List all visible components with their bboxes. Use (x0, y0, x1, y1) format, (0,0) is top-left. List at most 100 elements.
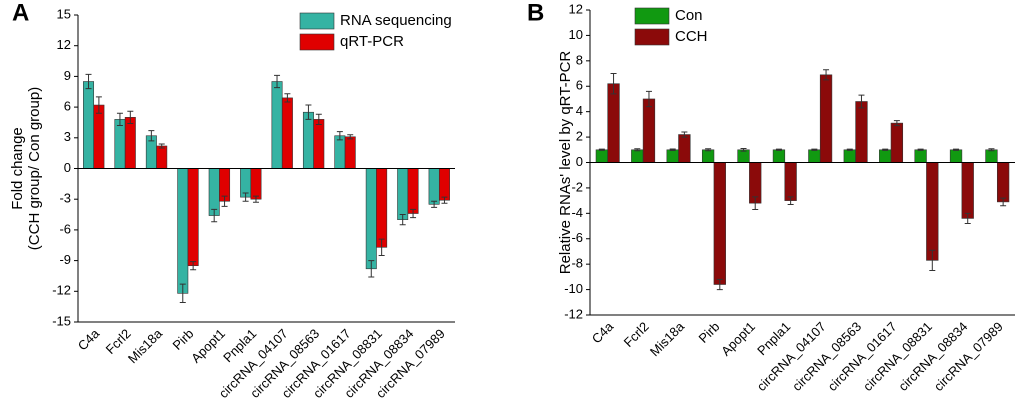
y-tick-label: -2 (571, 179, 583, 194)
error-bar (221, 195, 228, 207)
bar (855, 101, 868, 163)
error-bar (368, 260, 375, 278)
error-bar (315, 113, 322, 125)
bar (187, 168, 199, 267)
bar (365, 168, 377, 270)
x-tick-label: Fcrl2 (621, 319, 652, 350)
bar (407, 168, 419, 214)
bar (83, 81, 95, 169)
error-bar (441, 196, 448, 204)
error-bar (953, 148, 960, 151)
x-tick-label: C4a (75, 325, 103, 353)
legend-label: RNA sequencing (340, 12, 452, 29)
bar (250, 168, 262, 200)
error-bar (811, 148, 818, 151)
bar (737, 149, 750, 163)
error-bar (893, 120, 900, 127)
x-tick-label: Mis18a (647, 318, 688, 359)
panel-label: B (527, 0, 544, 26)
x-tick-label: Apopt1 (188, 326, 228, 366)
y-tick-label: -12 (52, 283, 71, 298)
y-tick-label: 4 (576, 103, 583, 118)
bar (376, 168, 388, 248)
y-tick-label: -15 (52, 313, 71, 328)
y-tick-label: -4 (571, 205, 583, 220)
bar (701, 149, 715, 163)
y-tick-label: 2 (576, 129, 583, 144)
bar (843, 149, 856, 163)
y-axis-label: Relative RNAs' level by qRT-PCR (557, 51, 574, 275)
y-tick-label: 0 (64, 160, 71, 175)
error-bar (846, 148, 853, 151)
error-bar (681, 131, 688, 138)
error-bar (669, 148, 676, 152)
bar (890, 122, 904, 163)
error-bar (645, 90, 652, 108)
y-tick-label: -9 (59, 252, 71, 267)
bar (428, 168, 440, 205)
legend-swatch (634, 7, 670, 25)
error-bar (740, 148, 747, 152)
y-tick-label: -12 (564, 306, 583, 321)
legend-swatch (299, 33, 335, 51)
error-bar (127, 110, 134, 124)
x-tick-label: Mis18a (125, 325, 166, 366)
error-bar (274, 74, 281, 89)
y-tick-label: 12 (57, 37, 71, 52)
bar (156, 145, 168, 169)
y-axis-label: (CCH group/ Con group) (26, 87, 43, 250)
x-tick-label: Apopt1 (718, 319, 758, 359)
error-bar (705, 148, 712, 152)
error-bar (211, 208, 218, 223)
y-tick-label: 12 (569, 1, 583, 16)
error-bar (410, 208, 417, 219)
legend-swatch (299, 12, 335, 30)
bar (784, 162, 797, 201)
bar (879, 149, 892, 163)
error-bar (85, 73, 92, 90)
bar (595, 149, 609, 163)
bar (208, 168, 220, 216)
bar (985, 149, 998, 163)
y-tick-label: 6 (576, 78, 583, 93)
error-bar (95, 96, 102, 114)
y-tick-label: -10 (564, 281, 583, 296)
error-bar (882, 148, 889, 151)
error-bar (305, 104, 312, 120)
bar (438, 168, 450, 201)
bar (313, 119, 325, 169)
panel-label: A (12, 0, 29, 26)
error-bar (598, 148, 605, 151)
y-axis-label: Fold change (9, 127, 26, 210)
error-bar (148, 130, 155, 142)
error-bar (242, 192, 249, 202)
x-tick-label: Pirb (696, 319, 723, 346)
error-bar (775, 148, 782, 151)
error-bar (431, 200, 438, 208)
bar (397, 168, 409, 220)
y-tick-label: 0 (576, 154, 583, 169)
error-bar (378, 238, 385, 256)
bar (949, 149, 963, 163)
error-bar (858, 94, 865, 109)
y-tick-label: 8 (576, 52, 583, 67)
bar (302, 111, 314, 169)
y-tick-label: 9 (64, 68, 71, 83)
bar (819, 74, 833, 163)
bar (926, 162, 939, 261)
bar (93, 104, 105, 169)
error-bar (190, 261, 197, 271)
legend-label: Con (675, 7, 703, 24)
bar (713, 162, 726, 285)
y-tick-label: -8 (571, 256, 583, 271)
bar (914, 149, 927, 163)
error-bar (252, 195, 259, 203)
bar (631, 149, 644, 163)
bar (772, 149, 786, 163)
error-bar (1000, 197, 1007, 207)
bar (996, 162, 1010, 203)
error-bar (116, 112, 123, 127)
legend-label: CCH (675, 28, 708, 45)
bar (281, 97, 293, 169)
